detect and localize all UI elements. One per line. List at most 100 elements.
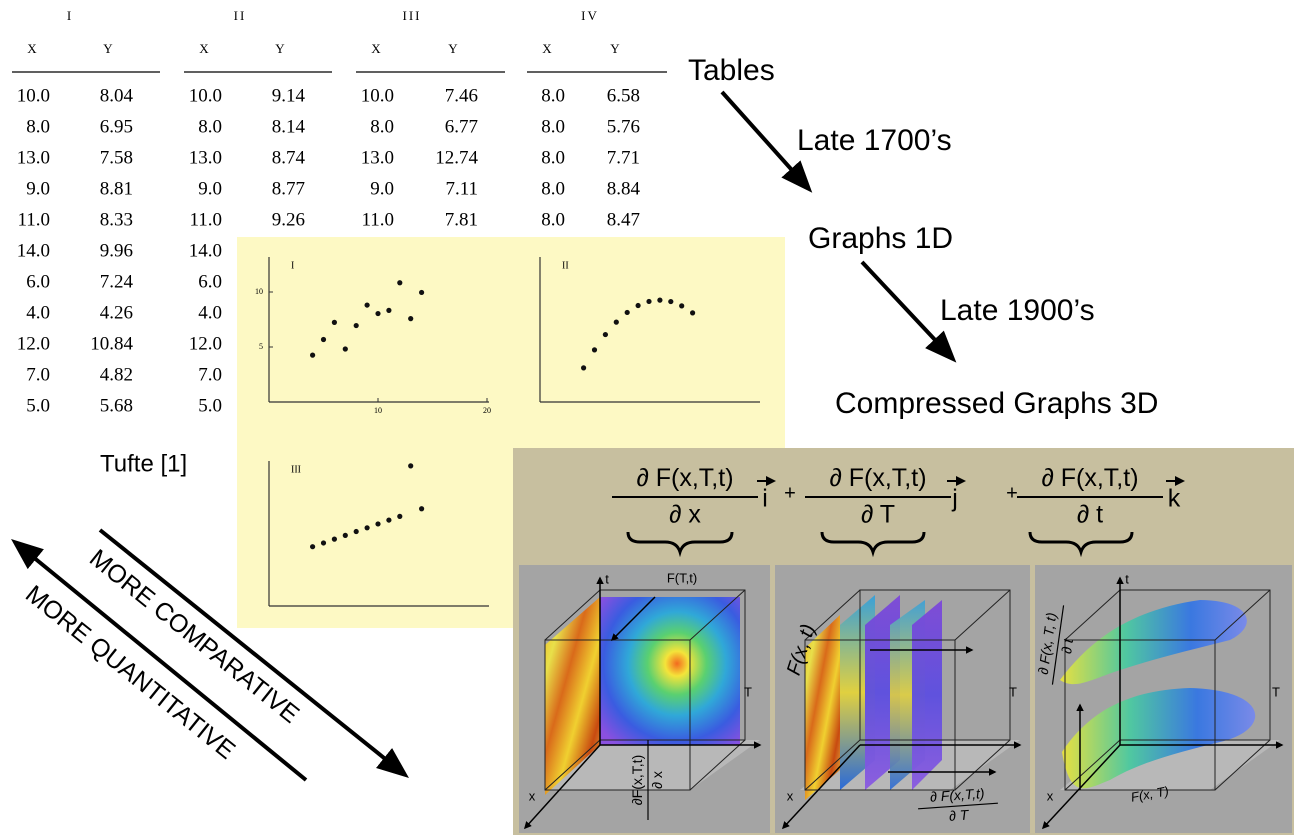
panel-label: t: [1125, 571, 1129, 586]
table-cell: 4.0: [26, 302, 50, 323]
column-header: Y: [275, 41, 285, 56]
panel-label: x: [529, 788, 536, 803]
table-cell: 11.0: [17, 209, 50, 230]
tick-label: 10: [255, 287, 263, 296]
table-cell: 6.77: [445, 116, 478, 137]
table-cell: 4.82: [100, 364, 133, 385]
point: [321, 337, 326, 342]
table-cell: 10.0: [189, 85, 222, 106]
point: [646, 299, 651, 304]
point: [343, 533, 348, 538]
table-cell: 4.0: [198, 302, 222, 323]
table-cell: 8.14: [272, 116, 306, 137]
tick-label: 5: [259, 342, 263, 351]
table-cell: 8.0: [541, 178, 565, 199]
table-cell: 10.84: [90, 333, 133, 354]
column-header: Y: [610, 41, 620, 56]
point: [657, 298, 662, 303]
table-cell: 8.0: [26, 116, 50, 137]
point: [397, 514, 402, 519]
column-header: X: [371, 41, 381, 56]
point: [636, 303, 641, 308]
point: [397, 280, 402, 285]
slide: IXY10.08.048.06.9513.07.589.08.8111.08.3…: [0, 0, 1294, 835]
column-header: X: [27, 41, 37, 56]
table-cell: 7.0: [198, 364, 222, 385]
table-cell: 12.0: [189, 333, 222, 354]
table-cell: 6.95: [100, 116, 133, 137]
table-cell: 7.24: [100, 271, 134, 292]
table-cell: 8.84: [607, 178, 641, 199]
panel-label: x: [787, 788, 794, 803]
point: [419, 506, 424, 511]
surface-panel: [775, 565, 1030, 833]
point: [386, 308, 391, 313]
column-header: X: [199, 41, 209, 56]
table-cell: 9.0: [26, 178, 50, 199]
panel-label: T: [1009, 684, 1017, 699]
plot-label: III: [291, 464, 301, 475]
timeline-arrow: [722, 92, 808, 188]
table-cell: 7.11: [445, 178, 478, 199]
table-cell: 5.76: [607, 116, 640, 137]
unit-vector: k: [1168, 485, 1181, 513]
point: [332, 320, 337, 325]
table-cell: 8.0: [541, 85, 565, 106]
point: [581, 365, 586, 370]
denominator: ∂ t: [1077, 500, 1103, 528]
timeline-stage: Graphs 1D: [808, 222, 953, 255]
table-cell: 7.46: [445, 85, 478, 106]
plot-label: II: [562, 260, 569, 271]
point: [625, 310, 630, 315]
table-cell: 13.0: [189, 147, 222, 168]
table-cell: 5.0: [198, 395, 222, 416]
tick-label: 20: [483, 406, 491, 415]
table-cell: 7.71: [607, 147, 640, 168]
unit-vector: j: [951, 485, 958, 513]
point: [332, 537, 337, 542]
point: [408, 463, 413, 468]
page: Tables to Compressed Graphs {"table": {"…: [0, 0, 1294, 835]
group-title: I: [67, 8, 73, 23]
panel-label: t: [605, 571, 609, 586]
timeline-arrow: [862, 262, 952, 358]
table-cell: 11.0: [361, 209, 394, 230]
table-cell: 12.0: [17, 333, 50, 354]
unit-vector: i: [762, 485, 768, 513]
table-cell: 9.26: [272, 209, 305, 230]
table-cell: 5.68: [100, 395, 133, 416]
column-header: Y: [103, 41, 113, 56]
numerator: ∂ F(x,T,t): [636, 464, 733, 492]
direction-label: MORE QUANTITATIVE: [20, 580, 240, 765]
table-cell: 6.0: [26, 271, 50, 292]
panel-label: T: [1272, 684, 1280, 699]
denominator: ∂ T: [861, 500, 895, 528]
table-cell: 7.58: [100, 147, 133, 168]
point: [419, 290, 424, 295]
table-cell: 8.0: [370, 116, 394, 137]
group-title: III: [403, 8, 422, 23]
group-title: IV: [581, 8, 599, 23]
panel-label: F(T,t): [667, 570, 697, 585]
point: [603, 332, 608, 337]
timeline-stage: Compressed Graphs 3D: [835, 387, 1158, 420]
table-cell: 9.0: [370, 178, 394, 199]
table-cell: 4.26: [100, 302, 133, 323]
table-cell: 13.0: [17, 147, 50, 168]
point: [321, 540, 326, 545]
table-cell: 10.0: [17, 85, 50, 106]
point: [408, 316, 413, 321]
table-cell: 8.74: [272, 147, 306, 168]
table-cell: 14.0: [17, 240, 50, 261]
panel-label: x: [1047, 788, 1054, 803]
table-cell: 5.0: [26, 395, 50, 416]
point: [668, 299, 673, 304]
table-cell: 8.81: [100, 178, 133, 199]
point: [365, 525, 370, 530]
table-cell: 10.0: [361, 85, 394, 106]
numerator: ∂F(x,T,t): [629, 755, 645, 805]
timeline-transition: Late 1700’s: [797, 124, 952, 157]
table-cell: 8.0: [541, 209, 565, 230]
point: [386, 517, 391, 522]
numerator: ∂ F(x,T,t): [1041, 464, 1138, 492]
